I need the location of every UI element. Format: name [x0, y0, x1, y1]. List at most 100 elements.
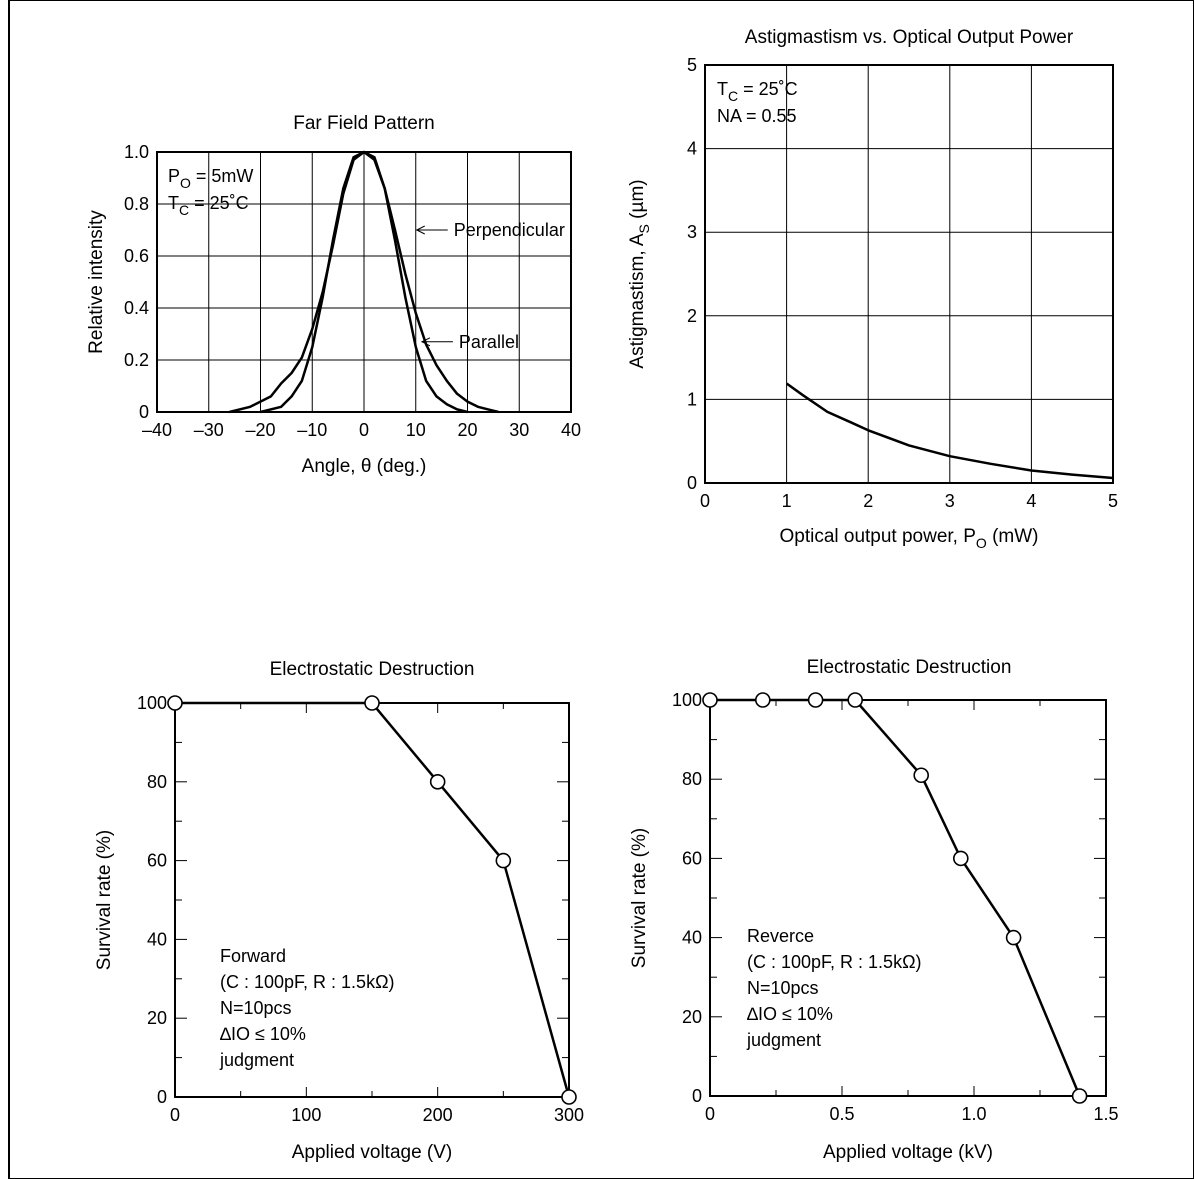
y-tick-label: 20	[682, 1007, 702, 1027]
ticks: 0 1 2 3 4 5 0 1 2 3 4 5	[687, 55, 1118, 511]
y-tick-label: 0.6	[124, 246, 149, 266]
y-axis-label: Relative intensity	[86, 210, 107, 354]
chart-esd-reverse: Electrostatic Destruction 0 0.5 1.0 1.5 0 20 4…	[629, 657, 1119, 1163]
x-tick-label: 40	[561, 420, 581, 440]
x-tick-label: 0	[705, 1104, 715, 1124]
y-tick-label: 0	[139, 402, 149, 422]
data-point-marker	[561, 1089, 577, 1105]
page-frame	[8, 0, 1194, 1179]
y-tick-label: 40	[682, 928, 702, 948]
data-point-marker	[167, 695, 183, 711]
x-tick-label: –20	[245, 420, 275, 440]
data-point-marker	[702, 692, 718, 708]
x-tick-label: 20	[457, 420, 477, 440]
plot-frame	[156, 151, 572, 413]
note-line: N=10pcs	[220, 998, 292, 1018]
ticks: –40 –30 –20 –10 0 10 20 30 40 0 0.2 0.4 0.6 0.8 1.0	[124, 142, 581, 440]
chart-esd-forward: Electrostatic Destruction 0 100 200 300 0 20 4…	[94, 659, 584, 1163]
y-tick-label: 0	[157, 1087, 167, 1107]
grid	[705, 65, 1113, 483]
series-line-parallel	[260, 150, 468, 414]
x-tick-label: 1.0	[961, 1104, 986, 1124]
condition-text: TC = 25˚C	[717, 79, 798, 104]
x-tick-label: 4	[1026, 491, 1036, 511]
data-point-marker	[429, 773, 446, 790]
markers	[702, 692, 1088, 1104]
chart-far-field-pattern: Far Field Pattern –40 –30 –20 –10 0 10 20 30 40 0…	[86, 113, 581, 477]
data-point-marker	[913, 767, 930, 784]
y-tick-label: 0.4	[124, 298, 149, 318]
notes: Reverce (C : 100pF, R : 1.5kΩ) N=10pcs ∆I…	[746, 926, 922, 1050]
x-axis-label: Angle, θ (deg.)	[302, 456, 427, 477]
note-line: (C : 100pF, R : 1.5kΩ)	[747, 952, 922, 972]
condition-text: NA = 0.55	[717, 106, 797, 126]
plot-frame	[704, 64, 1114, 484]
grid	[157, 152, 571, 412]
x-tick-label: 3	[945, 491, 955, 511]
x-tick-label: 1	[782, 491, 792, 511]
y-tick-label: 0	[692, 1086, 702, 1106]
x-axis-label: Optical output power, PO (mW)	[779, 526, 1038, 551]
condition-text: TC = 25˚C	[168, 193, 249, 218]
y-axis-label: Survival rate (%)	[94, 830, 115, 970]
x-tick-label: 0.5	[829, 1104, 854, 1124]
y-tick-label: 100	[137, 693, 167, 713]
data-point-marker	[847, 692, 864, 708]
y-tick-label: 0.2	[124, 350, 149, 370]
x-tick-label: –10	[297, 420, 327, 440]
series-group	[785, 382, 1114, 480]
series-group	[229, 150, 499, 414]
y-tick-label: 60	[147, 851, 167, 871]
y-tick-label: 1	[687, 389, 697, 409]
y-axis-label: Survival rate (%)	[629, 828, 650, 968]
note-line: judgment	[219, 1050, 294, 1070]
conditions: TC = 25˚CNA = 0.55	[717, 79, 798, 126]
y-tick-label: 4	[687, 139, 697, 159]
note-line: (C : 100pF, R : 1.5kΩ)	[220, 972, 395, 992]
x-tick-label: 2	[863, 491, 873, 511]
leader-arrowhead	[415, 225, 425, 235]
y-tick-label: 5	[687, 55, 697, 75]
chart-title: Electrostatic Destruction	[807, 657, 1012, 678]
x-tick-label: 10	[406, 420, 426, 440]
data-point-marker	[1071, 1088, 1088, 1104]
y-tick-label: 60	[682, 848, 702, 868]
data-point-marker	[807, 692, 824, 708]
x-tick-label: 0	[170, 1105, 180, 1125]
x-tick-label: –30	[194, 420, 224, 440]
x-axis-label: Applied voltage (V)	[292, 1142, 453, 1163]
data-point-marker	[1005, 929, 1022, 946]
note-line: Reverce	[747, 926, 814, 946]
series-name-label: Perpendicular	[454, 220, 565, 240]
y-tick-label: 100	[672, 690, 702, 710]
x-tick-label: 100	[291, 1105, 321, 1125]
chart-title: Electrostatic Destruction	[270, 659, 475, 680]
y-tick-label: 0.8	[124, 194, 149, 214]
series-line-0	[785, 382, 1114, 480]
y-tick-label: 80	[147, 772, 167, 792]
note-line: judgment	[746, 1030, 821, 1050]
chart-title: Far Field Pattern	[293, 113, 435, 134]
x-tick-label: 200	[423, 1105, 453, 1125]
x-tick-label: 5	[1108, 491, 1118, 511]
note-line: ∆IO ≤ 10%	[747, 1004, 833, 1024]
x-tick-label: –40	[142, 420, 172, 440]
note-line: Forward	[220, 946, 286, 966]
y-tick-label: 3	[687, 222, 697, 242]
y-tick-label: 0	[687, 473, 697, 493]
x-tick-label: 0	[700, 491, 710, 511]
note-line: ∆IO ≤ 10%	[220, 1024, 306, 1044]
x-tick-label: 30	[509, 420, 529, 440]
ticks: 0 0.5 1.0 1.5 0 20 40 60 80 100	[672, 690, 1119, 1124]
condition-text: PO = 5mW	[168, 166, 253, 191]
data-point-marker	[364, 695, 380, 711]
x-tick-label: 1.5	[1093, 1104, 1118, 1124]
y-tick-label: 80	[682, 769, 702, 789]
note-line: N=10pcs	[747, 978, 819, 998]
x-tick-label: 300	[554, 1105, 584, 1125]
y-tick-label: 40	[147, 929, 167, 949]
data-point-marker	[495, 852, 512, 869]
